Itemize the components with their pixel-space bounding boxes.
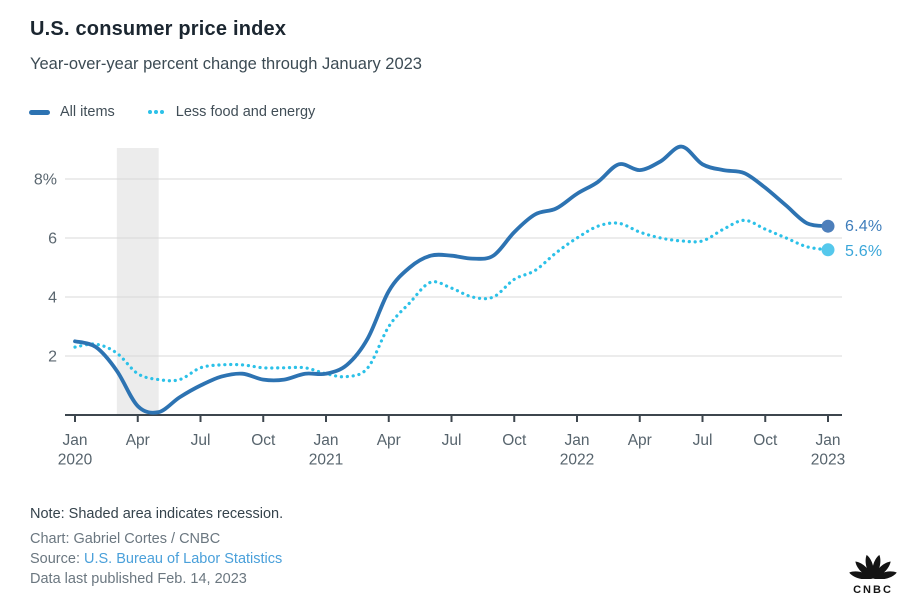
chart-legend: All items Less food and energy <box>29 104 315 120</box>
legend-label-less-food-energy: Less food and energy <box>175 104 316 120</box>
x-axis-year-label: 2021 <box>309 452 343 469</box>
legend-item-all-items: All items <box>29 104 115 120</box>
data-published: Data last published Feb. 14, 2023 <box>30 571 247 587</box>
chart-title: U.S. consumer price index <box>30 18 287 40</box>
all-items-end-dot <box>821 219 835 233</box>
source-line: Source: U.S. Bureau of Labor Statistics <box>30 551 282 567</box>
less-food-energy-line <box>73 218 830 383</box>
x-axis-tick-label: Jul <box>442 432 462 449</box>
recession-band <box>116 148 159 415</box>
peacock-icon <box>849 554 897 580</box>
y-axis-tick-label: 6 <box>48 231 57 248</box>
recession-note: Note: Shaded area indicates recession. <box>30 506 284 522</box>
x-axis-tick-label: Apr <box>628 432 652 449</box>
legend-item-less-food-energy: Less food and energy <box>147 104 316 120</box>
chart-credit: Chart: Gabriel Cortes / CNBC <box>30 531 221 547</box>
y-axis-tick-label: 2 <box>48 349 57 366</box>
x-axis-tick-label: Jan <box>314 432 339 449</box>
x-axis-year-label: 2020 <box>58 452 93 469</box>
x-axis-tick-label: Jan <box>63 432 88 449</box>
source-link[interactable]: U.S. Bureau of Labor Statistics <box>84 551 283 567</box>
x-axis-tick-label: Apr <box>377 432 401 449</box>
legend-label-all-items: All items <box>60 104 115 120</box>
x-axis-tick-label: Oct <box>251 432 276 449</box>
x-axis-tick-label: Jan <box>565 432 590 449</box>
y-axis-tick-label: 4 <box>48 290 57 307</box>
cnbc-logo: CNBC <box>843 548 903 596</box>
x-axis-year-label: 2022 <box>560 452 594 469</box>
dotted-line-swatch-icon <box>147 110 166 114</box>
x-axis-tick-label: Apr <box>126 432 150 449</box>
chart-subtitle: Year-over-year percent change through Ja… <box>30 55 422 73</box>
x-axis-tick-label: Jul <box>693 432 713 449</box>
series-end-value-less-food-energy: 5.6% <box>845 243 883 260</box>
cnbc-wordmark: CNBC <box>853 584 893 596</box>
y-axis-tick-label: 8% <box>34 172 57 189</box>
x-axis-tick-label: Jan <box>816 432 841 449</box>
x-axis-tick-label: Oct <box>753 432 778 449</box>
source-prefix: Source: <box>30 551 84 567</box>
series-end-value-all-items: 6.4% <box>845 218 883 235</box>
x-axis-tick-label: Jul <box>191 432 211 449</box>
x-axis-tick-label: Oct <box>502 432 527 449</box>
less-food-energy-end-dot <box>821 243 835 257</box>
solid-line-swatch-icon <box>29 109 50 115</box>
x-axis-year-label: 2023 <box>811 452 845 469</box>
all-items-line <box>73 144 830 415</box>
